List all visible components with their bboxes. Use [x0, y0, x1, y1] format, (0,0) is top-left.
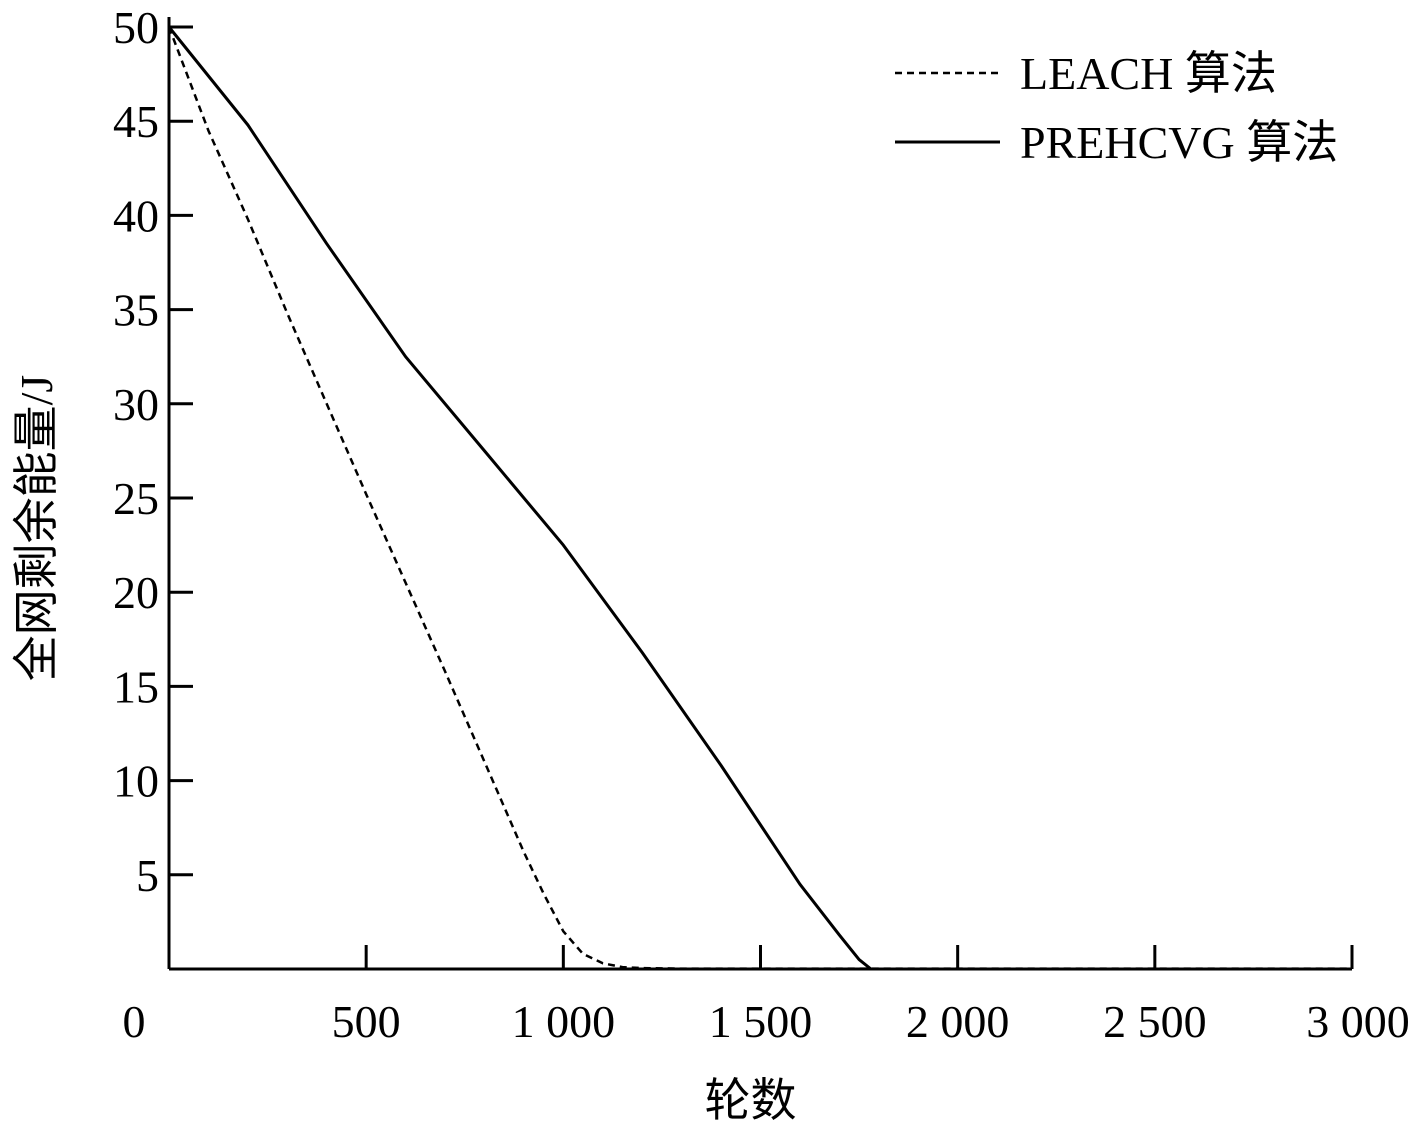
series-line-leach: [167, 26, 1352, 970]
y-tick-label: 50: [113, 2, 159, 53]
x-tick-label: 2 500: [1103, 996, 1207, 1047]
y-tick-label: 45: [113, 96, 159, 147]
x-tick-label: 500: [332, 996, 401, 1047]
y-tick-label: 5: [136, 850, 159, 901]
y-tick-label: 35: [113, 285, 159, 336]
x-tick-label: 0: [123, 996, 146, 1047]
y-axis-title: 全网剩余能量/J: [11, 375, 62, 682]
x-tick-label: 2 000: [906, 996, 1010, 1047]
legend-label: LEACH 算法: [1020, 48, 1277, 99]
x-tick-label: 1 500: [709, 996, 813, 1047]
x-tick-label: 1 000: [512, 996, 616, 1047]
y-tick-label: 30: [113, 379, 159, 430]
ticks-layer: 0 500 1 000 1 500 2 000 2 500 3 000 5 10 15 20 25 30…: [113, 2, 1410, 1047]
series-line-prehcvg: [167, 26, 1352, 971]
series-layer: [167, 26, 1352, 971]
x-tick-label: 3 000: [1306, 996, 1410, 1047]
y-tick-label: 10: [113, 756, 159, 807]
legend: LEACH 算法 PREHCVG 算法: [895, 48, 1338, 168]
x-axis-title: 轮数: [705, 1075, 797, 1126]
y-tick-label: 15: [113, 661, 159, 712]
y-tick-label: 40: [113, 190, 159, 241]
y-tick-label: 25: [113, 473, 159, 524]
y-tick-label: 20: [113, 567, 159, 618]
legend-label: PREHCVG 算法: [1020, 117, 1338, 168]
